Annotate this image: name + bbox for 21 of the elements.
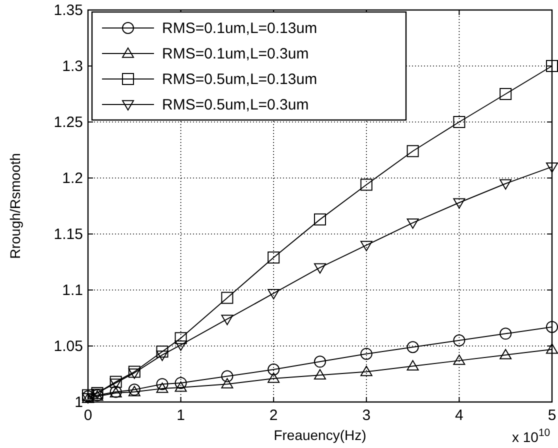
y-tick-label: 1 [74, 394, 83, 411]
legend-label: RMS=0.5um,L=0.3um [162, 96, 309, 114]
x-tick-label: 5 [548, 407, 556, 424]
x-tick-label: 3 [362, 407, 371, 424]
y-tick-label: 1.1 [62, 282, 83, 299]
x-axis-title: Freauency(Hz) [274, 427, 366, 443]
y-tick-label: 1.15 [54, 226, 83, 243]
y-tick-label: 1.3 [62, 58, 83, 75]
x-tick-label: 1 [176, 407, 185, 424]
y-tick-label: 1.25 [54, 114, 83, 131]
text: x 10$^{10}$ [512, 427, 550, 445]
legend-label: RMS=0.1um,L=0.3um [162, 46, 309, 62]
y-tick-label: 1.35 [54, 2, 83, 19]
y-tick-label: 1.05 [54, 338, 83, 355]
x-tick-label: 0 [84, 407, 92, 424]
legend-label: RMS=0.1um,L=0.13um [162, 20, 318, 37]
x-tick-label: 2 [269, 407, 278, 424]
legend-label: RMS=0.5um,L=0.13um [162, 71, 318, 88]
x-tick-label: 4 [455, 407, 464, 424]
y-axis-title: Rrough/Rsmooth [7, 153, 23, 259]
y-tick-label: 1.2 [62, 170, 83, 187]
